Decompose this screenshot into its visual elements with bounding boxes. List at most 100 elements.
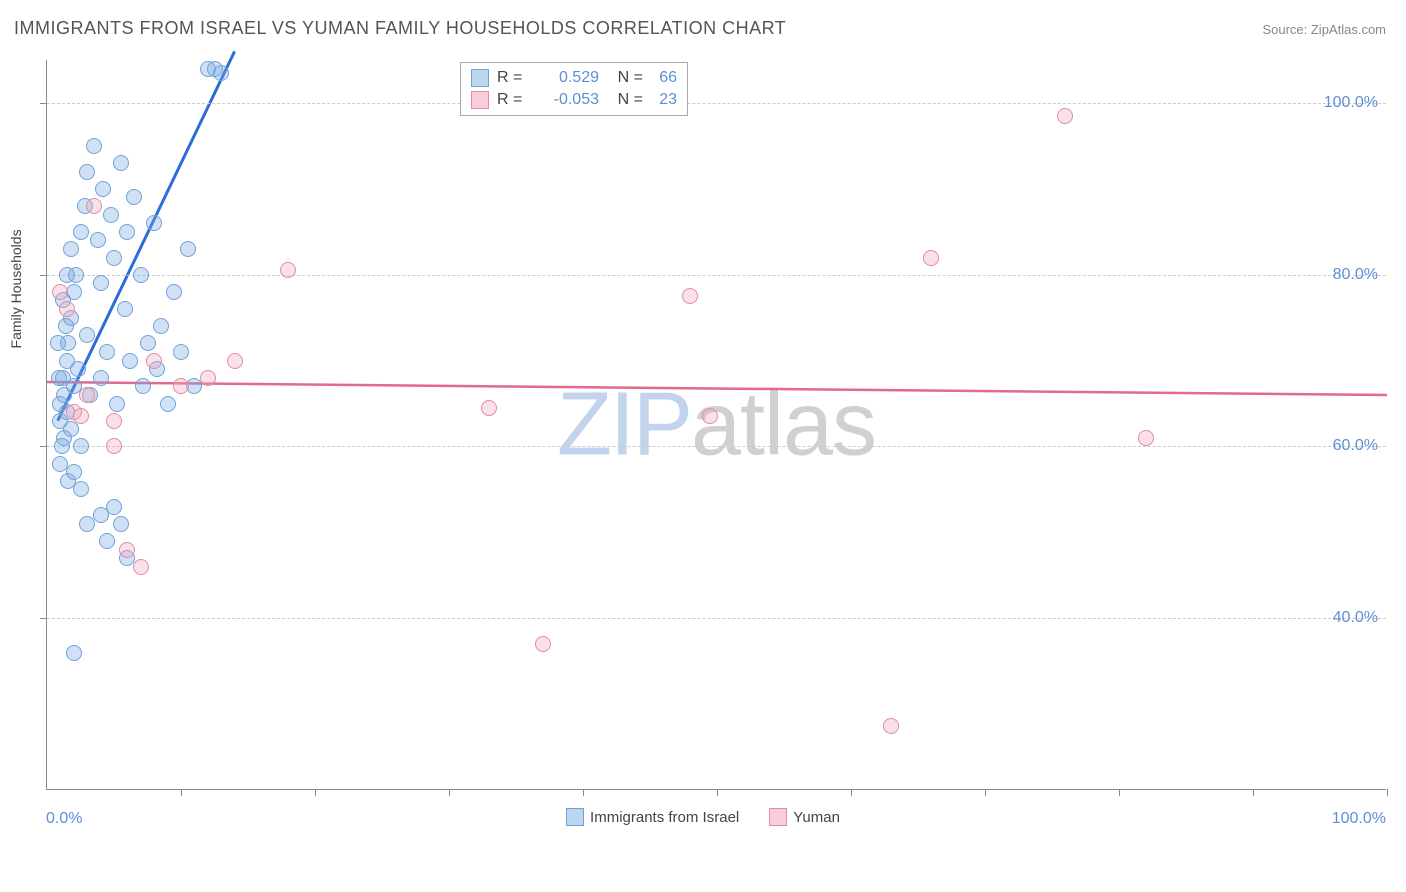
data-point xyxy=(133,559,149,575)
legend-n-value: 66 xyxy=(651,69,677,87)
data-point xyxy=(73,408,89,424)
data-point xyxy=(160,396,176,412)
legend-swatch xyxy=(471,91,489,109)
legend-swatch xyxy=(471,69,489,87)
data-point xyxy=(93,370,109,386)
data-point xyxy=(119,542,135,558)
legend-n-value: 23 xyxy=(651,91,677,109)
y-axis-title: Family Households xyxy=(8,229,24,348)
x-tick xyxy=(1119,789,1120,796)
x-tick xyxy=(1253,789,1254,796)
data-point xyxy=(166,284,182,300)
data-point xyxy=(122,353,138,369)
data-point xyxy=(682,288,698,304)
gridline xyxy=(47,618,1386,619)
data-point xyxy=(99,344,115,360)
y-tick xyxy=(40,275,47,276)
x-tick xyxy=(181,789,182,796)
data-point xyxy=(54,438,70,454)
data-point xyxy=(106,499,122,515)
data-point xyxy=(95,181,111,197)
data-point xyxy=(93,275,109,291)
legend-n-label: N = xyxy=(607,91,643,109)
legend-item: Immigrants from Israel xyxy=(566,808,739,826)
data-point xyxy=(113,516,129,532)
data-point xyxy=(79,387,95,403)
data-point xyxy=(51,370,67,386)
data-point xyxy=(106,250,122,266)
trend-lines-layer xyxy=(47,60,1386,789)
legend-label: Yuman xyxy=(793,809,840,826)
data-point xyxy=(1138,430,1154,446)
x-tick xyxy=(583,789,584,796)
data-point xyxy=(923,250,939,266)
series-legend: Immigrants from Israel Yuman xyxy=(0,808,1406,826)
y-tick-label: 80.0% xyxy=(1333,266,1378,284)
data-point xyxy=(106,413,122,429)
data-point xyxy=(106,438,122,454)
data-point xyxy=(213,65,229,81)
data-point xyxy=(117,301,133,317)
data-point xyxy=(227,353,243,369)
data-point xyxy=(66,645,82,661)
data-point xyxy=(50,335,66,351)
data-point xyxy=(52,284,68,300)
legend-row: R = -0.053 N = 23 xyxy=(471,89,677,111)
data-point xyxy=(79,327,95,343)
data-point xyxy=(90,232,106,248)
legend-swatch xyxy=(769,808,787,826)
x-tick xyxy=(985,789,986,796)
data-point xyxy=(73,438,89,454)
data-point xyxy=(66,464,82,480)
chart-title: IMMIGRANTS FROM ISRAEL VS YUMAN FAMILY H… xyxy=(14,18,786,39)
data-point xyxy=(73,481,89,497)
legend-swatch xyxy=(566,808,584,826)
y-tick xyxy=(40,103,47,104)
legend-n-label: N = xyxy=(607,69,643,87)
data-point xyxy=(481,400,497,416)
data-point xyxy=(146,353,162,369)
data-point xyxy=(133,267,149,283)
data-point xyxy=(535,636,551,652)
legend-r-value: -0.053 xyxy=(539,91,599,109)
y-tick-label: 60.0% xyxy=(1333,437,1378,455)
legend-r-label: R = xyxy=(497,91,531,109)
data-point xyxy=(119,224,135,240)
data-point xyxy=(135,378,151,394)
data-point xyxy=(58,318,74,334)
data-point xyxy=(86,198,102,214)
trend-line xyxy=(47,382,1387,395)
correlation-legend: R = 0.529 N = 66 R = -0.053 N = 23 xyxy=(460,62,688,116)
legend-item: Yuman xyxy=(769,808,840,826)
x-tick xyxy=(315,789,316,796)
x-tick xyxy=(717,789,718,796)
legend-r-value: 0.529 xyxy=(539,69,599,87)
watermark: ZIPatlas xyxy=(557,373,876,476)
x-tick xyxy=(1387,789,1388,796)
data-point xyxy=(73,224,89,240)
data-point xyxy=(103,207,119,223)
data-point xyxy=(70,361,86,377)
data-point xyxy=(113,155,129,171)
data-point xyxy=(173,378,189,394)
y-tick xyxy=(40,446,47,447)
data-point xyxy=(146,215,162,231)
legend-row: R = 0.529 N = 66 xyxy=(471,67,677,89)
data-point xyxy=(109,396,125,412)
data-point xyxy=(86,138,102,154)
gridline xyxy=(47,103,1386,104)
data-point xyxy=(883,718,899,734)
watermark-zip: ZIP xyxy=(557,374,691,474)
data-point xyxy=(99,533,115,549)
data-point xyxy=(140,335,156,351)
data-point xyxy=(280,262,296,278)
source-attribution: Source: ZipAtlas.com xyxy=(1262,22,1386,37)
data-point xyxy=(126,189,142,205)
data-point xyxy=(200,370,216,386)
x-tick xyxy=(449,789,450,796)
data-point xyxy=(59,301,75,317)
data-point xyxy=(79,164,95,180)
data-point xyxy=(1057,108,1073,124)
legend-r-label: R = xyxy=(497,69,531,87)
y-tick xyxy=(40,618,47,619)
